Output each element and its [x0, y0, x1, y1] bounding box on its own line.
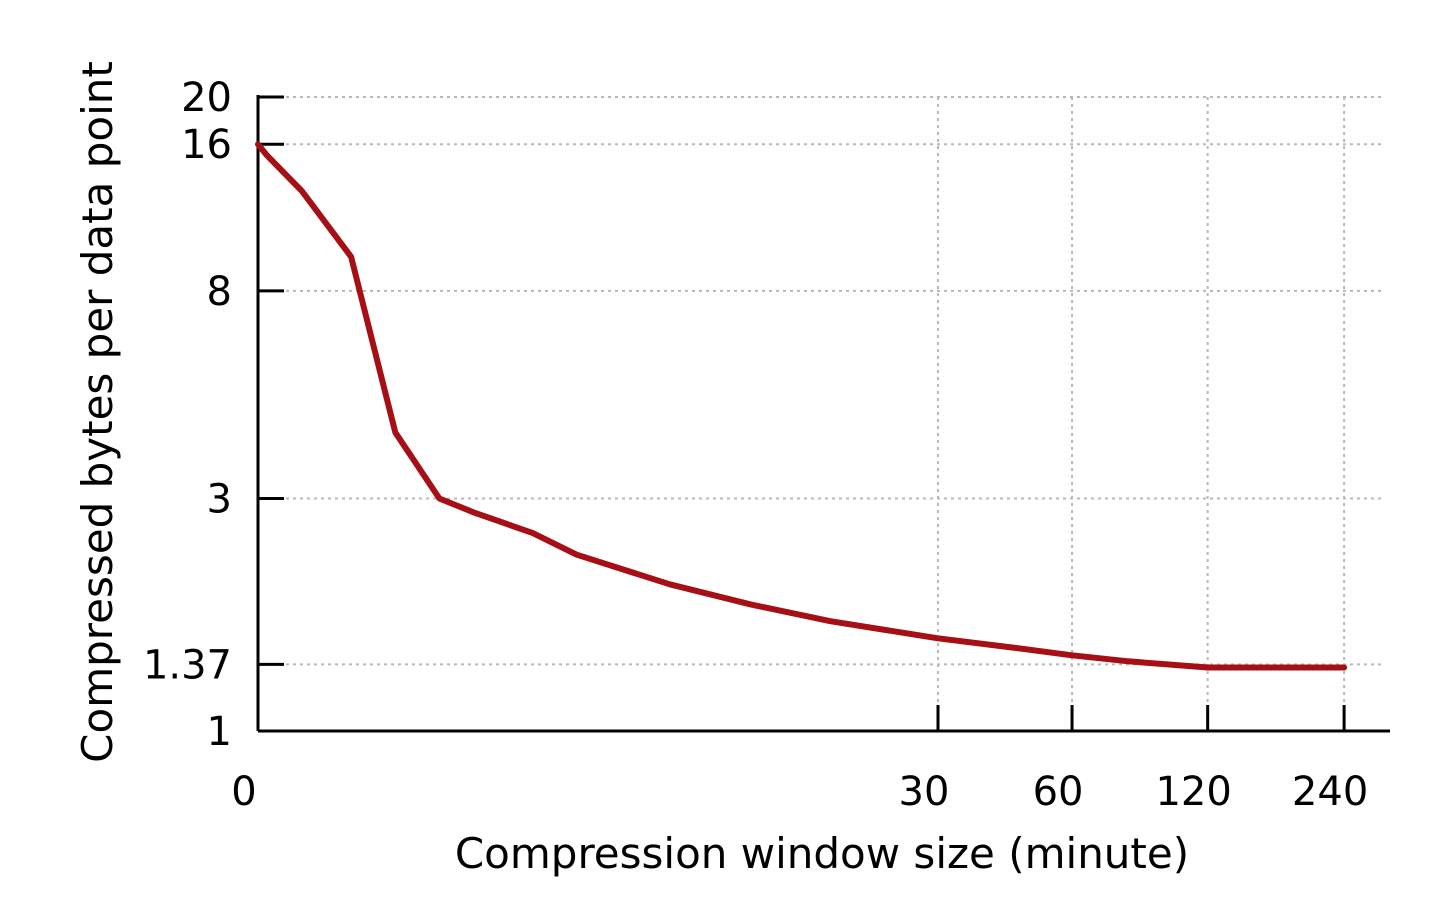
series-line [255, 141, 1348, 671]
y-axis-title: Compressed bytes per data point [73, 61, 122, 763]
series-layer [255, 141, 1348, 671]
axes [256, 95, 1390, 733]
grid [258, 96, 1385, 731]
x-tick-label: 120 [1155, 769, 1231, 815]
y-tick-label: 16 [181, 122, 232, 168]
x-tick-label: 0 [231, 769, 256, 815]
y-tick-label: 20 [181, 75, 232, 121]
y-tick-label: 8 [207, 269, 232, 315]
x-tick-label: 240 [1292, 769, 1368, 815]
y-tick-label: 3 [207, 476, 232, 522]
x-tick-label: 30 [899, 769, 950, 815]
x-axis-title: Compression window size (minute) [455, 829, 1189, 878]
y-tick-label: 1 [207, 709, 232, 755]
x-tick-label: 60 [1033, 769, 1084, 815]
y-tick-label: 1.37 [143, 642, 232, 688]
